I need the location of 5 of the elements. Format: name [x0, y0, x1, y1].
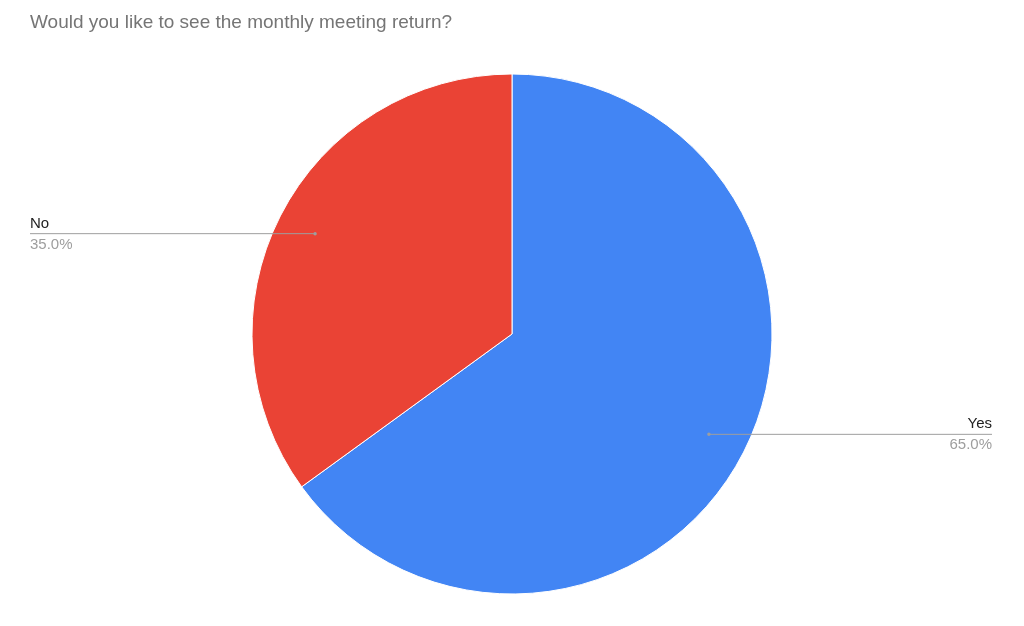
data-label: 65.0%: [949, 435, 992, 453]
slice-label: No: [30, 213, 50, 231]
slice-label: Yes: [967, 414, 992, 432]
chart-title: Would you like to see the monthly meeting return?: [30, 11, 453, 32]
data-label: 35.0%: [30, 234, 73, 252]
